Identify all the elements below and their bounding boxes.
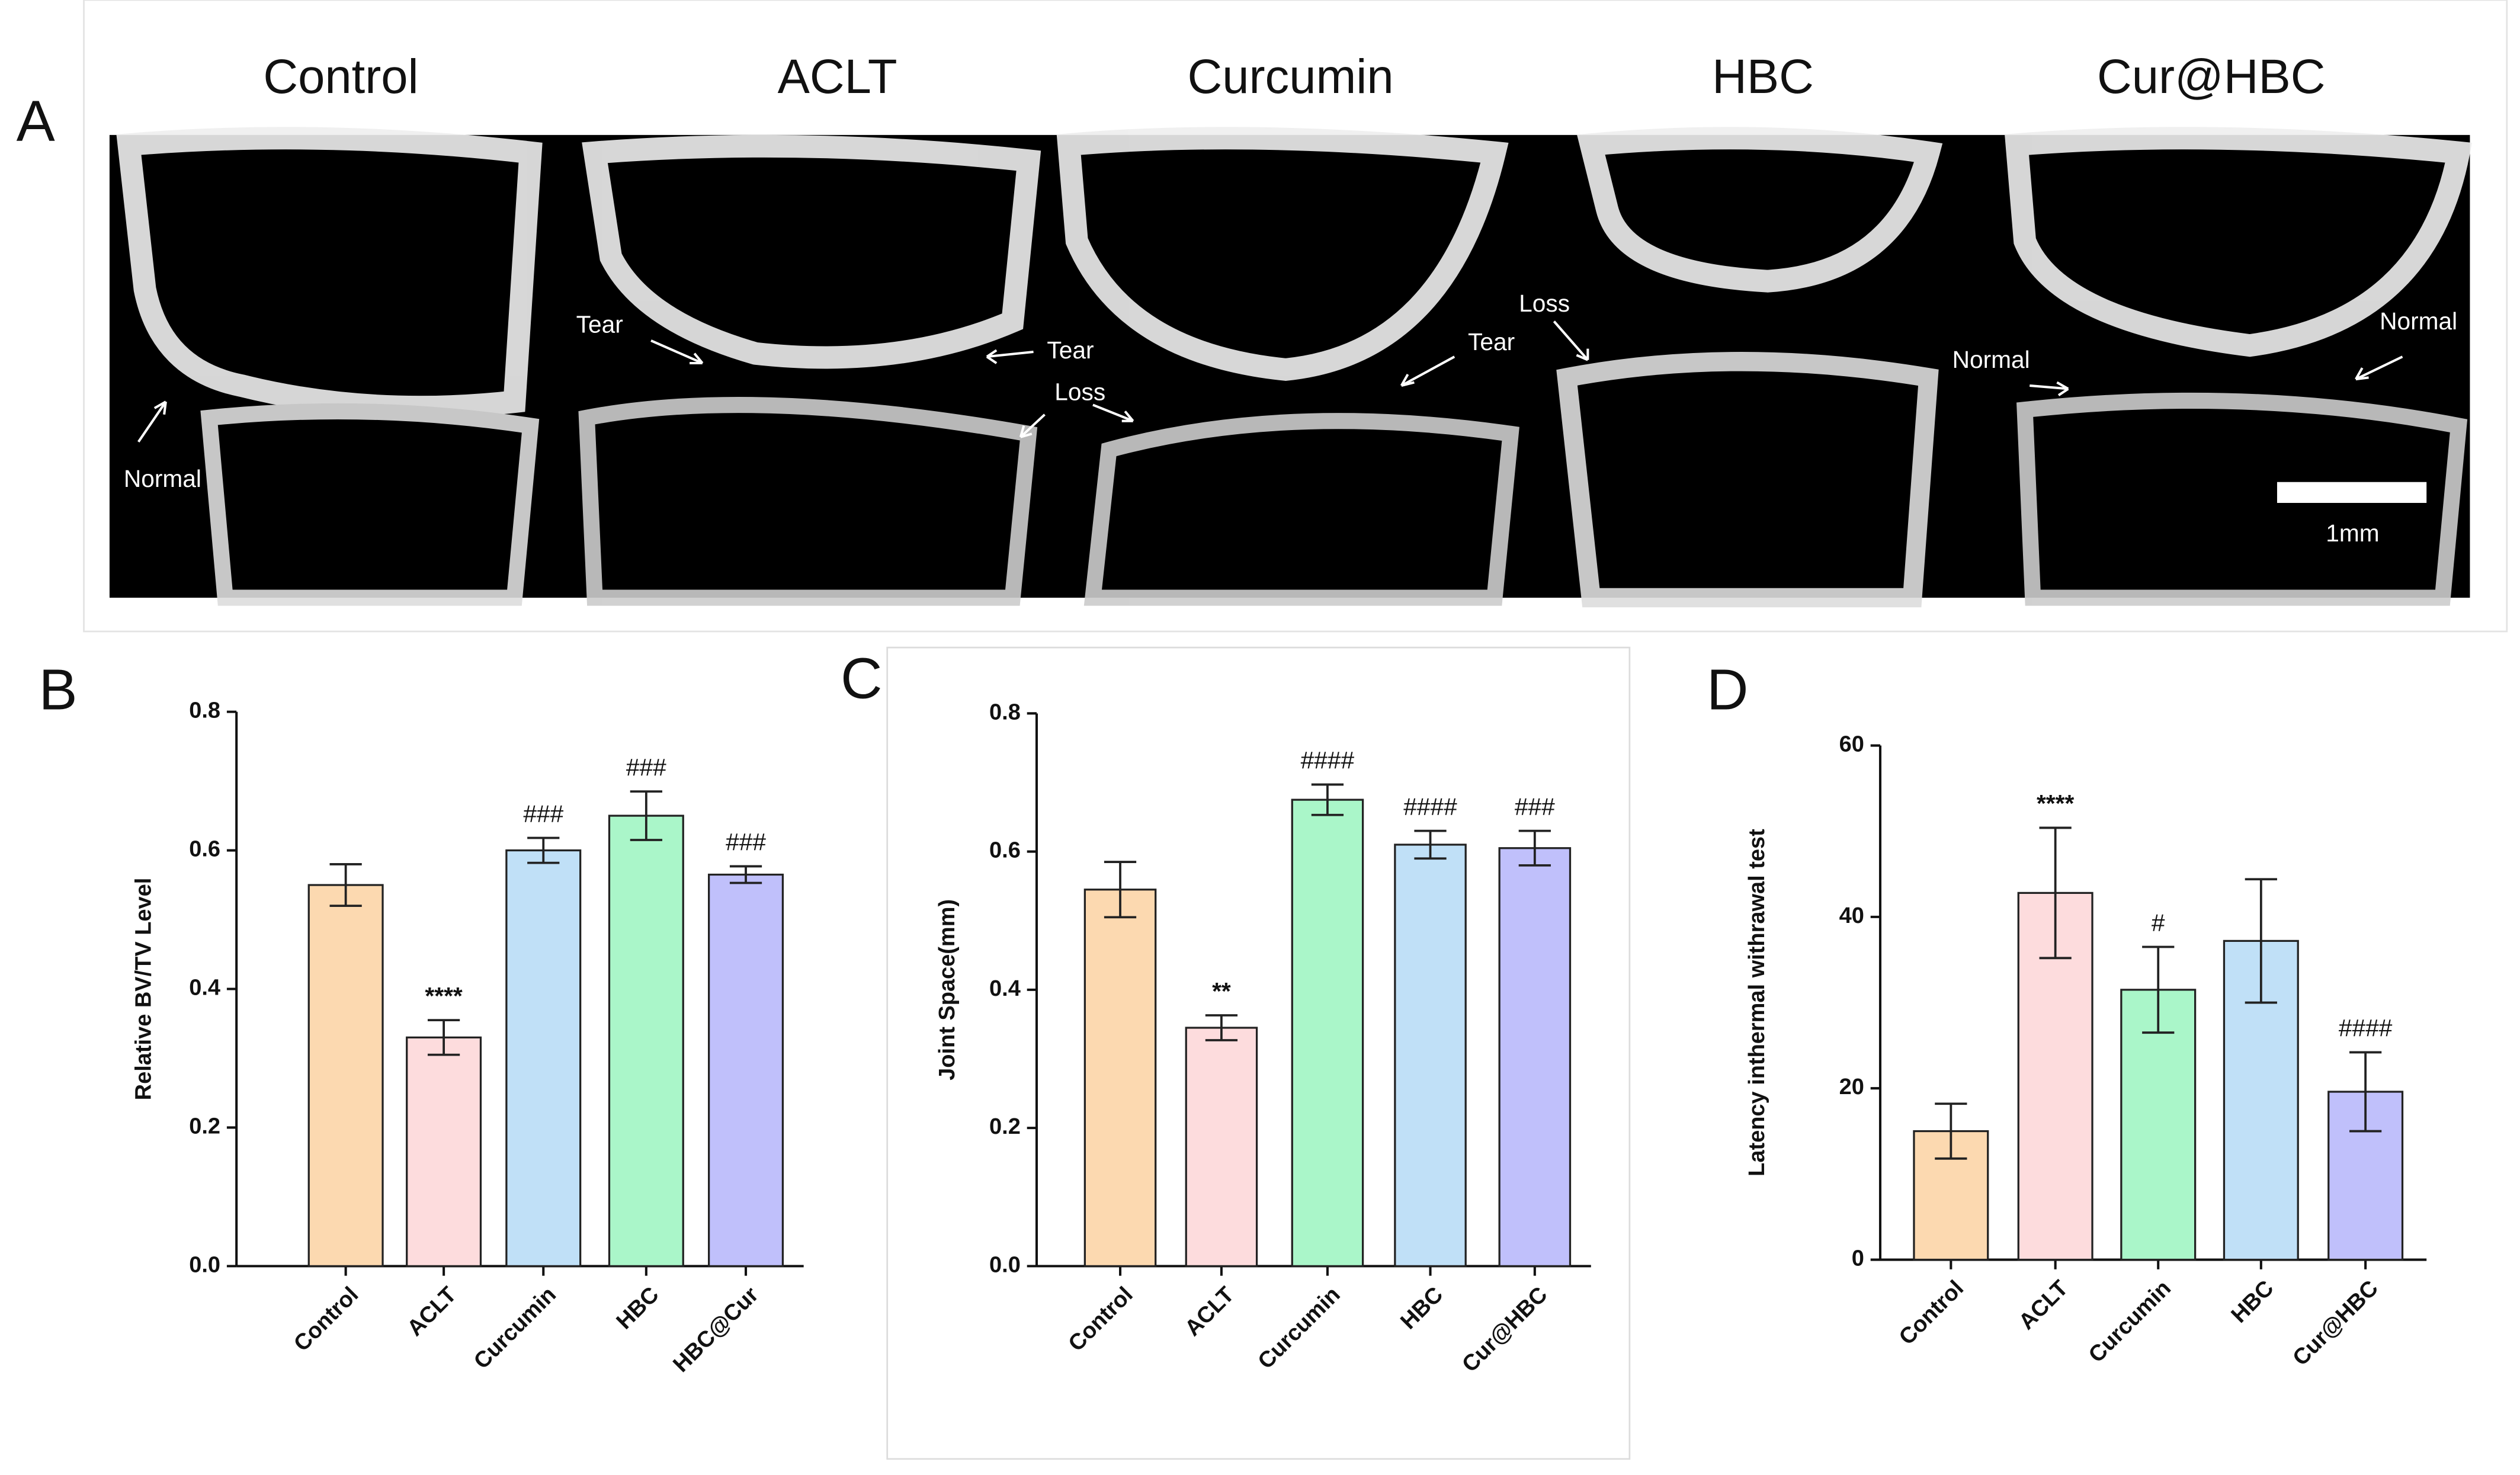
x-tick-label: HBC	[1396, 1282, 1448, 1335]
x-tick-label: Curcumin	[1253, 1282, 1345, 1374]
bar	[2120, 989, 2197, 1261]
scale-label: 1mm	[2326, 520, 2379, 547]
x-tick-label: HBC@Cur	[668, 1282, 763, 1377]
bar	[505, 849, 582, 1268]
error-bar	[2142, 945, 2175, 1034]
y-axis-label: Latency inthermal withrawal test	[1745, 829, 1769, 1176]
y-tick-label: 40	[1839, 903, 1864, 928]
panel-label: D	[1707, 658, 1749, 722]
significance-label: ###	[1515, 793, 1555, 820]
error-bar	[729, 865, 762, 884]
x-tick-label: Cur@HBC	[2288, 1276, 2383, 1371]
bar	[1291, 799, 1364, 1268]
x-tick-label: ACLT	[403, 1282, 461, 1341]
y-tick-label: 0.6	[189, 837, 220, 862]
y-tick-label: 0.8	[989, 700, 1021, 724]
annotation: Normal	[124, 465, 201, 492]
panel-label: C	[841, 646, 883, 711]
y-tick-label: 20	[1839, 1075, 1864, 1099]
x-tick-label: Control	[1064, 1282, 1138, 1357]
y-tick-label: 0.2	[989, 1114, 1021, 1139]
x-tick-label: ACLT	[2014, 1276, 2073, 1335]
significance-label: ###	[726, 828, 766, 855]
error-bar	[1518, 829, 1551, 867]
annotation: Tear	[1468, 328, 1515, 355]
image-title: Cur@HBC	[2097, 50, 2325, 104]
annotation: Normal	[2380, 307, 2457, 335]
y-tick-label: 0.6	[989, 838, 1021, 863]
significance-label: **	[1212, 977, 1231, 1005]
y-tick-label: 0.0	[189, 1252, 220, 1277]
x-tick-label: HBC	[612, 1282, 664, 1335]
error-bar	[1205, 1014, 1238, 1041]
significance-label: ****	[2037, 790, 2074, 817]
bar	[1498, 847, 1572, 1268]
y-tick-label: 60	[1839, 732, 1864, 757]
bar	[1394, 844, 1467, 1268]
annotation: Normal	[1952, 346, 2030, 373]
error-bar	[2349, 1051, 2382, 1133]
arrows	[137, 320, 2403, 443]
x-tick-label: Curcumin	[2084, 1276, 2176, 1368]
x-tick-label: Control	[289, 1282, 363, 1357]
error-bar	[1104, 861, 1137, 919]
error-bar	[630, 790, 662, 841]
panel-label: B	[39, 658, 78, 722]
x-tick-label: Control	[1894, 1276, 1968, 1350]
scale-bar	[2277, 482, 2427, 503]
y-tick-label: 0.0	[989, 1252, 1021, 1277]
x-tick-label: HBC	[2227, 1276, 2279, 1328]
image-title: Curcumin	[1187, 50, 1393, 104]
bar	[608, 815, 684, 1268]
significance-label: ####	[2339, 1014, 2393, 1041]
error-bar	[1311, 783, 1344, 816]
x-tick-label: Curcumin	[469, 1282, 561, 1374]
annotation: Loss	[1519, 290, 1570, 317]
panel-a-frame	[83, 0, 2508, 633]
x-tick-label: ACLT	[1180, 1282, 1239, 1341]
error-bar	[1935, 1102, 1967, 1160]
image-title: HBC	[1712, 50, 1814, 104]
error-bar	[329, 863, 362, 908]
y-tick-label: 0.2	[189, 1114, 220, 1139]
significance-label: ####	[1301, 746, 1355, 774]
annotation: Tear	[1047, 336, 1094, 364]
bone-shapes	[116, 127, 2473, 608]
bar	[406, 1036, 482, 1268]
panel-c-frame	[886, 646, 1631, 1460]
significance-label: #	[2152, 909, 2165, 936]
error-bar	[527, 836, 560, 864]
y-tick-label: 0.4	[189, 976, 220, 1001]
bar	[307, 884, 384, 1268]
y-axis-label: Joint Space(mm)	[935, 899, 960, 1080]
error-bar	[1414, 829, 1447, 860]
significance-label: ###	[626, 753, 666, 781]
y-tick-label: 0.4	[989, 976, 1021, 1001]
significance-label: ###	[523, 800, 563, 827]
x-tick-label: Cur@HBC	[1457, 1282, 1552, 1377]
error-bar	[2039, 826, 2072, 960]
annotation: Tear	[576, 310, 623, 338]
panel-label: A	[17, 88, 55, 153]
bar	[1083, 889, 1157, 1268]
error-bar	[427, 1019, 460, 1056]
y-tick-label: 0	[1852, 1246, 1864, 1271]
bar	[708, 873, 784, 1268]
significance-label: ####	[1403, 793, 1457, 820]
error-bar	[2245, 878, 2277, 1004]
y-axis-label: Relative BV/TV Level	[132, 878, 156, 1101]
image-title: Control	[263, 50, 418, 104]
bar	[1185, 1027, 1258, 1268]
micro-ct-images: Normal Tear Tear Loss Tear Loss Normal N…	[109, 127, 2473, 608]
y-tick-label: 0.8	[189, 698, 220, 723]
image-title: ACLT	[778, 50, 897, 104]
annotation: Loss	[1054, 378, 1105, 405]
significance-label: ****	[425, 982, 462, 1009]
